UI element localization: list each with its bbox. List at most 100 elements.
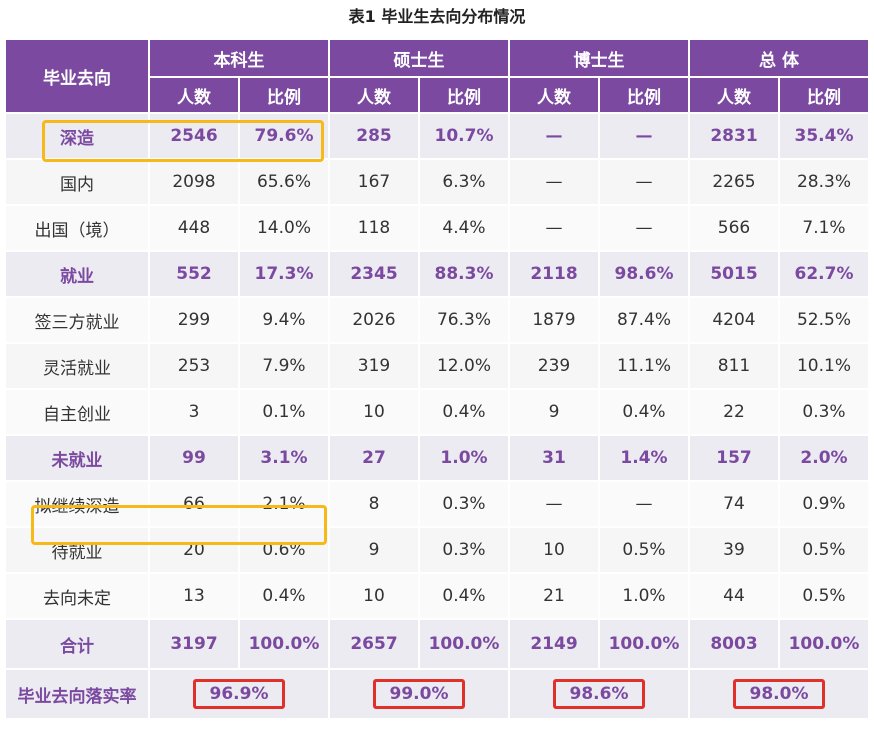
- cell-count: 9: [329, 527, 420, 574]
- cell-count: 2265: [689, 159, 780, 206]
- cell-count: 299: [149, 297, 240, 344]
- cell-ratio: 0.5%: [779, 527, 870, 574]
- table-row: 国内 2098 65.6% 167 6.3% — —2265 28.3%: [6, 159, 870, 206]
- row-label: 出国（境）: [6, 205, 150, 252]
- header-count: 人数: [149, 77, 240, 114]
- cell-ratio: 10.1%: [779, 343, 870, 390]
- cell-count: 8: [329, 481, 420, 528]
- cell-ratio: 10.7%: [419, 113, 510, 160]
- table-row: 未就业 99 3.1% 27 1.0% 31 1.4% 157 2.0%: [6, 435, 870, 482]
- cell-count: 44: [689, 573, 780, 620]
- placement-rate-cell: 96.9%: [149, 669, 330, 720]
- cell-ratio: —: [599, 205, 690, 252]
- cell-ratio: 87.4%: [599, 297, 690, 344]
- cell-count: 118: [329, 205, 420, 252]
- cell-count: 10: [509, 527, 600, 574]
- row-label: 自主创业: [6, 389, 150, 436]
- placement-rate-value: 98.6%: [552, 679, 646, 709]
- cell-count: 2345: [329, 251, 420, 298]
- placement-rate-cell: 99.0%: [329, 669, 510, 720]
- cell-count: 552: [149, 251, 240, 298]
- cell-ratio: 35.4%: [779, 113, 870, 160]
- table-row: 灵活就业 253 7.9% 319 12.0% 239 11.1% 811 10.1%: [6, 343, 870, 390]
- cell-count: 811: [689, 343, 780, 390]
- table-row: 深造 2546 79.6% 285 10.7% — —2831 35.4%: [6, 113, 870, 160]
- table-row: 出国（境） 448 14.0% 118 4.4% — —566 7.1%: [6, 205, 870, 252]
- cell-count: 2149: [509, 619, 600, 670]
- header-count: 人数: [509, 77, 600, 114]
- cell-ratio: 1.4%: [599, 435, 690, 482]
- cell-ratio: 14.0%: [239, 205, 330, 252]
- cell-ratio: 76.3%: [419, 297, 510, 344]
- cell-count: 285: [329, 113, 420, 160]
- cell-ratio: 17.3%: [239, 251, 330, 298]
- cell-ratio: 0.4%: [599, 389, 690, 436]
- cell-ratio: 98.6%: [599, 251, 690, 298]
- cell-ratio: 0.5%: [599, 527, 690, 574]
- cell-ratio: 7.9%: [239, 343, 330, 390]
- cell-ratio: 0.3%: [419, 527, 510, 574]
- row-label: 去向未定: [6, 573, 150, 620]
- placement-rate-cell: 98.0%: [689, 669, 870, 720]
- header-ratio: 比例: [239, 77, 330, 114]
- cell-ratio: 0.6%: [239, 527, 330, 574]
- cell-ratio: 0.5%: [779, 573, 870, 620]
- cell-ratio: 0.1%: [239, 389, 330, 436]
- cell-ratio: 79.6%: [239, 113, 330, 160]
- cell-ratio: 100.0%: [599, 619, 690, 670]
- cell-ratio: 0.3%: [419, 481, 510, 528]
- cell-count: —: [509, 159, 600, 206]
- cell-count: 2026: [329, 297, 420, 344]
- cell-ratio: 65.6%: [239, 159, 330, 206]
- cell-ratio: 0.4%: [419, 389, 510, 436]
- table-row: 去向未定 13 0.4% 10 0.4% 21 1.0% 44 0.5%: [6, 573, 870, 620]
- cell-count: 448: [149, 205, 240, 252]
- table-caption: 表1 毕业生去向分布情况: [348, 7, 526, 26]
- cell-count: 253: [149, 343, 240, 390]
- cell-count: 20: [149, 527, 240, 574]
- cell-count: 21: [509, 573, 600, 620]
- placement-rate-row: 毕业去向落实率 96.9% 99.0% 98.6% 98.0%: [6, 669, 870, 720]
- cell-ratio: 3.1%: [239, 435, 330, 482]
- placement-rate-label: 毕业去向落实率: [6, 669, 150, 720]
- placement-rate-value: 96.9%: [192, 679, 286, 709]
- placement-rate-value: 98.0%: [732, 679, 826, 709]
- row-label: 国内: [6, 159, 150, 206]
- cell-ratio: 88.3%: [419, 251, 510, 298]
- cell-count: 319: [329, 343, 420, 390]
- cell-count: 9: [509, 389, 600, 436]
- cell-count: 99: [149, 435, 240, 482]
- cell-ratio: 0.9%: [779, 481, 870, 528]
- row-label: 就业: [6, 251, 150, 298]
- table-row: 自主创业 3 0.1% 10 0.4% 9 0.4% 22 0.3%: [6, 389, 870, 436]
- cell-ratio: 12.0%: [419, 343, 510, 390]
- cell-count: 3197: [149, 619, 240, 670]
- cell-count: 2118: [509, 251, 600, 298]
- row-label: 深造: [6, 113, 150, 160]
- row-label: 未就业: [6, 435, 150, 482]
- header-destination: 毕业去向: [6, 40, 150, 114]
- cell-count: 2831: [689, 113, 780, 160]
- header-group-phd: 博士生: [509, 40, 690, 78]
- cell-ratio: 0.4%: [419, 573, 510, 620]
- row-label: 合计: [6, 619, 150, 670]
- row-label: 签三方就业: [6, 297, 150, 344]
- cell-count: 39: [689, 527, 780, 574]
- header-ratio: 比例: [419, 77, 510, 114]
- cell-ratio: 11.1%: [599, 343, 690, 390]
- cell-count: 566: [689, 205, 780, 252]
- row-label: 灵活就业: [6, 343, 150, 390]
- cell-count: 3: [149, 389, 240, 436]
- cell-count: 239: [509, 343, 600, 390]
- cell-count: —: [509, 205, 600, 252]
- table-row: 待就业 20 0.6% 9 0.3% 10 0.5% 39 0.5%: [6, 527, 870, 574]
- cell-count: 27: [329, 435, 420, 482]
- cell-count: 2098: [149, 159, 240, 206]
- cell-ratio: —: [599, 481, 690, 528]
- cell-count: 10: [329, 389, 420, 436]
- cell-count: 1879: [509, 297, 600, 344]
- cell-ratio: 0.4%: [239, 573, 330, 620]
- header-ratio: 比例: [599, 77, 690, 114]
- cell-count: —: [509, 481, 600, 528]
- cell-ratio: 7.1%: [779, 205, 870, 252]
